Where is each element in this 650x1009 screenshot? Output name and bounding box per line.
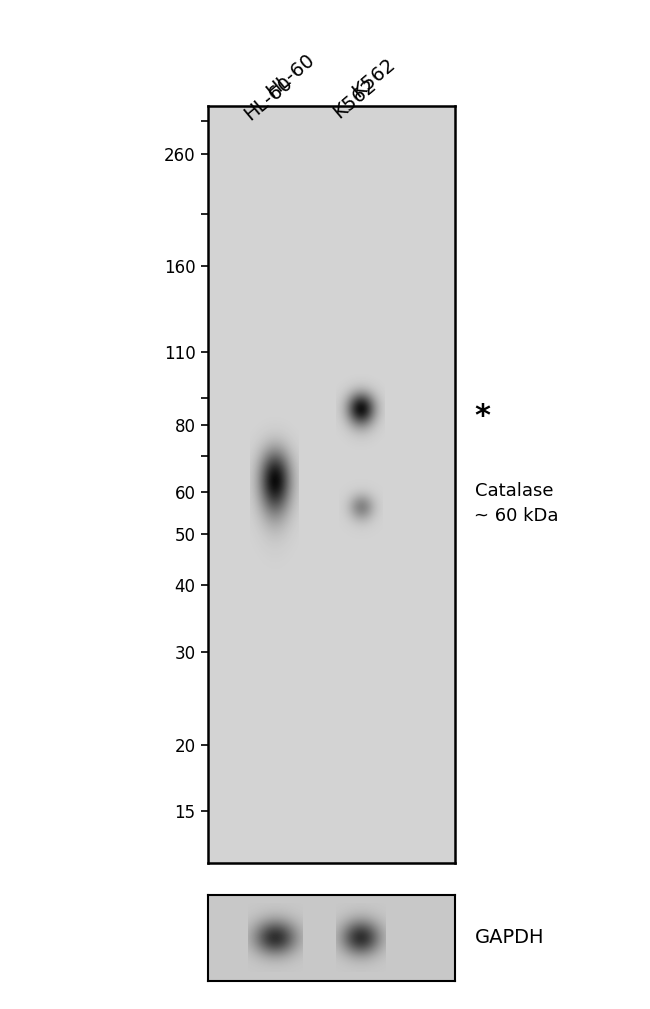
Text: HL-60: HL-60 xyxy=(240,73,296,124)
Text: GAPDH: GAPDH xyxy=(474,928,544,947)
Text: K562: K562 xyxy=(349,54,399,101)
Text: *: * xyxy=(474,403,491,432)
Text: HL-60: HL-60 xyxy=(263,49,318,101)
Text: Catalase
~ 60 kDa: Catalase ~ 60 kDa xyxy=(474,482,559,525)
Text: K562: K562 xyxy=(330,76,380,122)
